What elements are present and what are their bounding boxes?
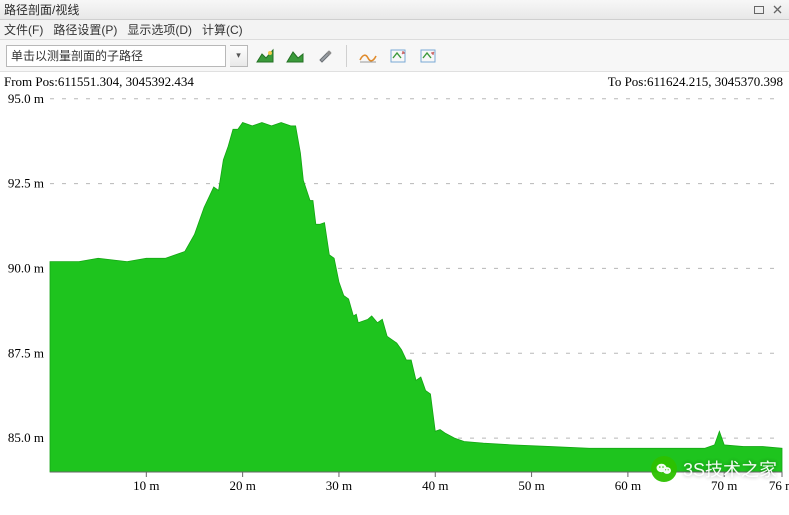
- svg-text:50 m: 50 m: [518, 478, 544, 493]
- menu-compute[interactable]: 计算(C): [202, 21, 243, 38]
- window-restore-icon[interactable]: [751, 3, 767, 17]
- svg-text:70 m: 70 m: [711, 478, 737, 493]
- svg-text:85.0 m: 85.0 m: [8, 430, 44, 445]
- subpath-combo-text: 单击以测量剖面的子路径: [11, 47, 143, 64]
- elevation-profile-chart: 85.0 m 87.5 m 90.0 m 92.5 m 95.0 m 10 m 20 m 30…: [0, 92, 789, 512]
- from-pos-label: From Pos:: [4, 74, 58, 90]
- svg-text:87.5 m: 87.5 m: [8, 345, 44, 360]
- profile-tool-1-icon[interactable]: [252, 44, 278, 68]
- window-titlebar: 路径剖面/视线: [0, 0, 789, 20]
- svg-text:10 m: 10 m: [133, 478, 159, 493]
- subpath-combo-dropdown[interactable]: ▾: [230, 45, 248, 67]
- toolbar-separator: [346, 45, 347, 67]
- window-title: 路径剖面/视线: [4, 1, 79, 18]
- svg-text:60 m: 60 m: [615, 478, 641, 493]
- svg-text:95.0 m: 95.0 m: [8, 92, 44, 106]
- menu-display-options[interactable]: 显示选项(D): [127, 21, 192, 38]
- svg-text:20 m: 20 m: [229, 478, 255, 493]
- profile-tool-2-icon[interactable]: [282, 44, 308, 68]
- menubar: 文件(F) 路径设置(P) 显示选项(D) 计算(C): [0, 20, 789, 40]
- svg-text:40 m: 40 m: [422, 478, 448, 493]
- settings-tool-icon[interactable]: [312, 44, 338, 68]
- menu-path-settings[interactable]: 路径设置(P): [53, 21, 117, 38]
- svg-text:90.0 m: 90.0 m: [8, 260, 44, 275]
- window-close-icon[interactable]: [769, 3, 785, 17]
- menu-file[interactable]: 文件(F): [4, 21, 43, 38]
- graph-tool-b-icon[interactable]: [385, 44, 411, 68]
- subpath-combo[interactable]: 单击以测量剖面的子路径: [6, 45, 226, 67]
- from-pos-value: 611551.304, 3045392.434: [58, 74, 194, 90]
- graph-tool-a-icon[interactable]: [355, 44, 381, 68]
- to-pos-value: 611624.215, 3045370.398: [647, 74, 783, 90]
- to-pos-label: To Pos:: [608, 74, 647, 90]
- svg-text:30 m: 30 m: [326, 478, 352, 493]
- position-row: From Pos: 611551.304, 3045392.434 To Pos…: [0, 72, 789, 92]
- svg-text:92.5 m: 92.5 m: [8, 176, 44, 191]
- graph-tool-c-icon[interactable]: [415, 44, 441, 68]
- chart-svg: 85.0 m 87.5 m 90.0 m 92.5 m 95.0 m 10 m 20 m 30…: [0, 92, 789, 512]
- toolbar: 单击以测量剖面的子路径 ▾: [0, 40, 789, 72]
- svg-text:76 m: 76 m: [769, 478, 789, 493]
